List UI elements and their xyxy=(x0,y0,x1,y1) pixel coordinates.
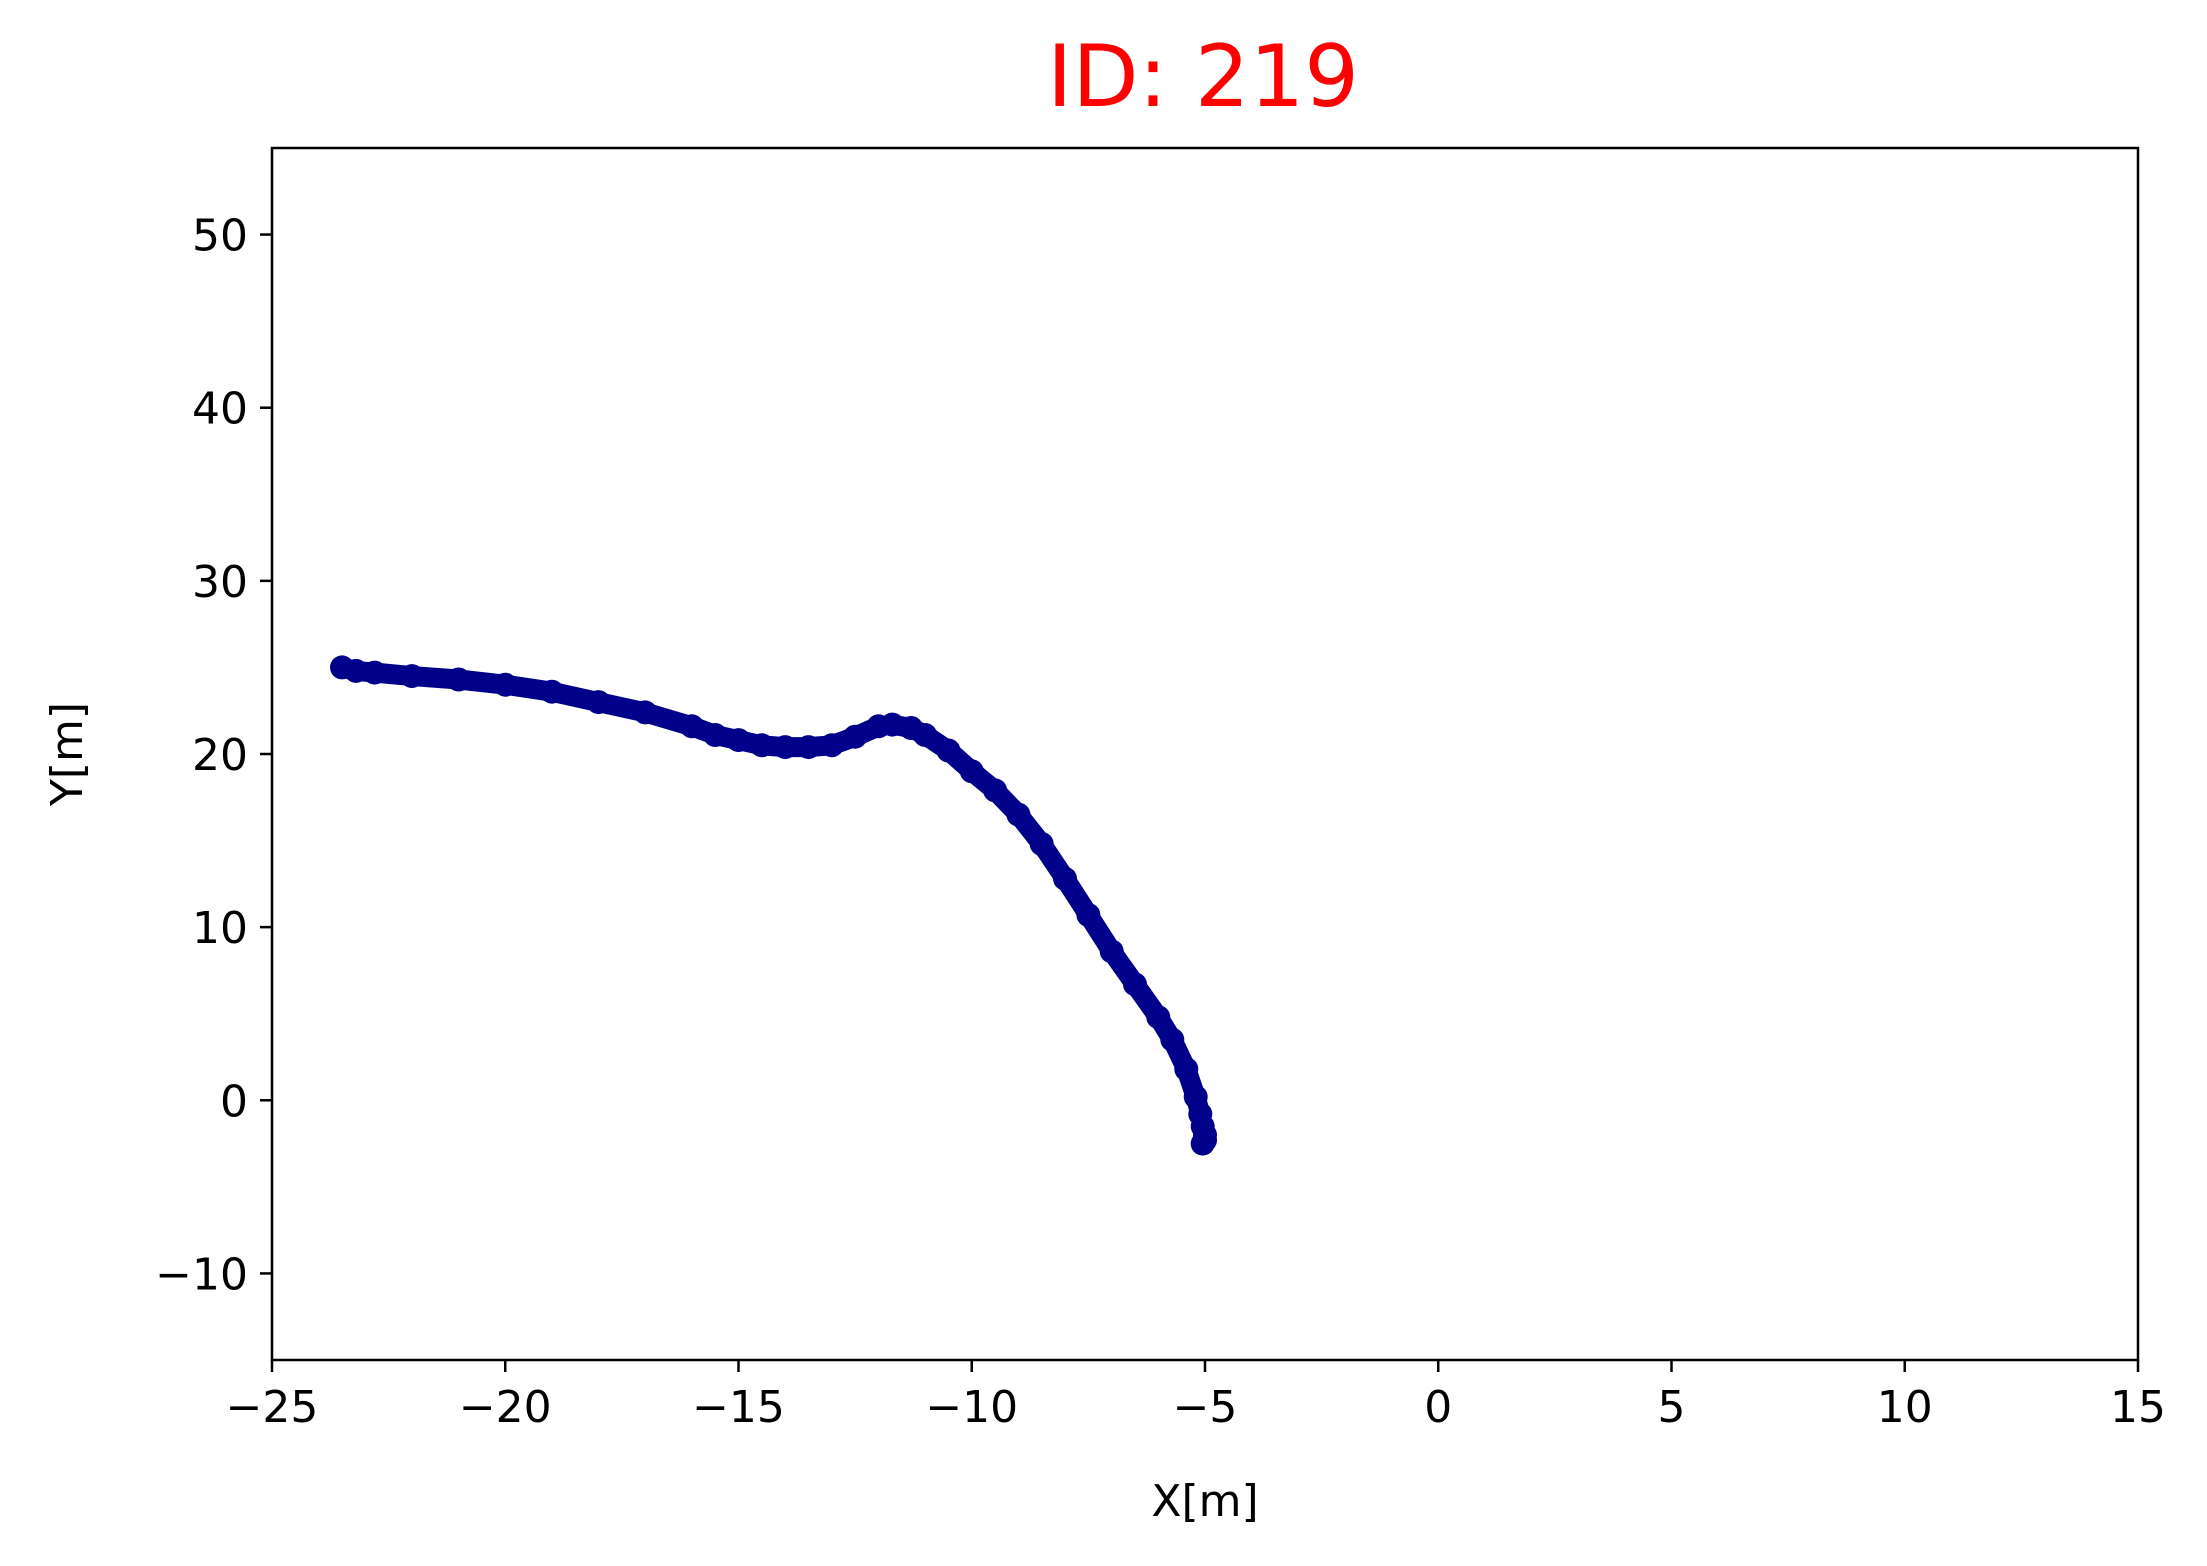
data-point xyxy=(880,712,905,737)
data-point xyxy=(539,679,564,704)
data-point xyxy=(749,733,774,758)
data-point xyxy=(679,714,704,739)
x-tick-label: −20 xyxy=(459,1382,552,1433)
x-tick-label: −5 xyxy=(1173,1382,1238,1433)
data-point xyxy=(633,700,658,725)
data-point xyxy=(983,778,1008,803)
y-tick-label: 40 xyxy=(192,384,248,435)
x-tick-label: 0 xyxy=(1424,1382,1452,1433)
data-point xyxy=(586,690,611,715)
y-tick-label: 50 xyxy=(192,211,248,262)
x-tick-label: −10 xyxy=(925,1382,1018,1433)
data-point xyxy=(1006,802,1031,827)
data-point xyxy=(1160,1027,1185,1052)
data-point xyxy=(913,723,938,747)
data-point xyxy=(1123,972,1147,997)
y-tick-label: 10 xyxy=(192,903,248,954)
y-tick-label: 20 xyxy=(192,730,248,781)
data-point xyxy=(446,667,471,692)
data-point xyxy=(362,660,387,685)
x-tick-label: 10 xyxy=(1877,1382,1933,1433)
data-point xyxy=(344,658,368,683)
x-tick-label: −25 xyxy=(226,1382,319,1433)
data-point xyxy=(773,735,798,760)
data-point xyxy=(1174,1057,1199,1082)
data-point xyxy=(1029,832,1054,856)
data-point xyxy=(843,724,868,749)
y-tick-label: 30 xyxy=(192,557,248,608)
data-point xyxy=(959,759,984,784)
y-axis-ticks: −10 0 10 20 30 40 50 xyxy=(155,211,272,1300)
x-tick-label: −15 xyxy=(692,1382,785,1433)
x-axis-ticks: −25 −20 −15 −10 −5 0 5 10 15 xyxy=(226,1360,2166,1433)
data-point xyxy=(1190,1131,1215,1156)
x-axis-label: X[m] xyxy=(1151,1476,1258,1527)
data-point xyxy=(1053,866,1077,891)
data-point xyxy=(493,672,518,697)
chart-title: ID: 219 xyxy=(1047,27,1359,127)
y-tick-label: 0 xyxy=(220,1076,248,1127)
data-point xyxy=(1099,939,1124,964)
data-point xyxy=(399,664,424,689)
data-point xyxy=(1076,903,1101,927)
data-point xyxy=(819,733,844,758)
data-point xyxy=(1146,1005,1171,1030)
data-point xyxy=(703,723,728,747)
data-series xyxy=(330,655,1217,1156)
y-axis-label: Y[m] xyxy=(42,702,93,807)
data-point xyxy=(796,735,821,760)
data-point xyxy=(726,728,751,753)
plot-area xyxy=(272,148,2138,1360)
y-tick-label: −10 xyxy=(155,1249,248,1300)
x-tick-label: 5 xyxy=(1658,1382,1686,1433)
data-point xyxy=(936,738,961,763)
x-tick-label: 15 xyxy=(2110,1382,2166,1433)
